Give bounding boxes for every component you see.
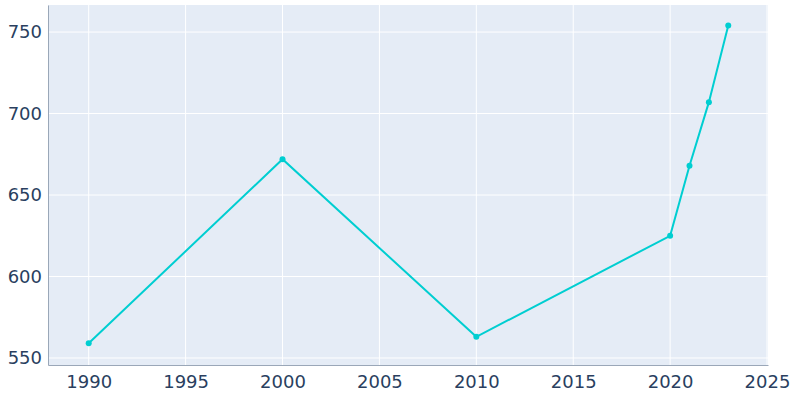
marker: [473, 334, 479, 340]
x-grid-line: [573, 5, 574, 365]
x-grid-line: [88, 5, 89, 365]
plot-background: [48, 5, 768, 365]
marker: [86, 340, 92, 346]
chart: 1990 1995 2000 2005 2010 2015 2020 2025 550 600 65…: [0, 0, 800, 400]
x-tick: 2005: [357, 365, 403, 392]
y-grid-line: [48, 276, 768, 277]
y-tick-label: 750: [8, 21, 42, 42]
x-grid-line: [767, 5, 768, 365]
x-grid-line: [379, 5, 380, 365]
x-grid-line: [282, 5, 283, 365]
y-tick: 750: [8, 21, 48, 42]
x-grid-line: [670, 5, 671, 365]
x-grid-line: [185, 5, 186, 365]
x-tick-label: 2005: [357, 371, 403, 392]
marker: [706, 99, 712, 105]
x-tick-label: 2000: [260, 371, 306, 392]
plot: 1990 1995 2000 2005 2010 2015 2020 2025 550 600 65…: [8, 5, 791, 392]
y-tick-label: 550: [8, 347, 42, 368]
y-grid-line: [48, 357, 768, 358]
y-tick-label: 600: [8, 266, 42, 287]
y-tick-label: 700: [8, 103, 42, 124]
x-tick-label: 2025: [745, 371, 791, 392]
x-tick: 2025: [745, 365, 791, 392]
marker: [687, 163, 693, 169]
y-tick-label: 650: [8, 184, 42, 205]
line: [89, 26, 729, 344]
x-tick-label: 1995: [163, 371, 209, 392]
x-tick: 1990: [66, 365, 112, 392]
x-tick: 2020: [648, 365, 694, 392]
grid: [48, 5, 768, 365]
y-grid-line: [48, 32, 768, 33]
x-grid-line: [476, 5, 477, 365]
y-axis-line: [48, 6, 49, 366]
x-tick-label: 2015: [551, 371, 597, 392]
series: [86, 23, 732, 347]
x-tick: 2010: [454, 365, 500, 392]
y-tick: 650: [8, 184, 48, 205]
x-axis-line: [49, 365, 769, 366]
y-grid-line: [48, 113, 768, 114]
y-axis: 550 600 650 700 750: [8, 6, 49, 369]
marker: [725, 23, 731, 29]
x-tick-label: 1990: [66, 371, 112, 392]
y-grid-line: [48, 195, 768, 196]
x-axis: 1990 1995 2000 2005 2010 2015 2020 2025: [49, 365, 791, 392]
y-tick: 600: [8, 266, 48, 287]
y-tick: 550: [8, 347, 48, 368]
x-tick: 1995: [163, 365, 209, 392]
x-tick-label: 2010: [454, 371, 500, 392]
x-tick: 2000: [260, 365, 306, 392]
y-tick: 700: [8, 103, 48, 124]
marker: [667, 233, 673, 239]
marker: [280, 156, 286, 162]
x-tick-label: 2020: [648, 371, 694, 392]
x-tick: 2015: [551, 365, 597, 392]
